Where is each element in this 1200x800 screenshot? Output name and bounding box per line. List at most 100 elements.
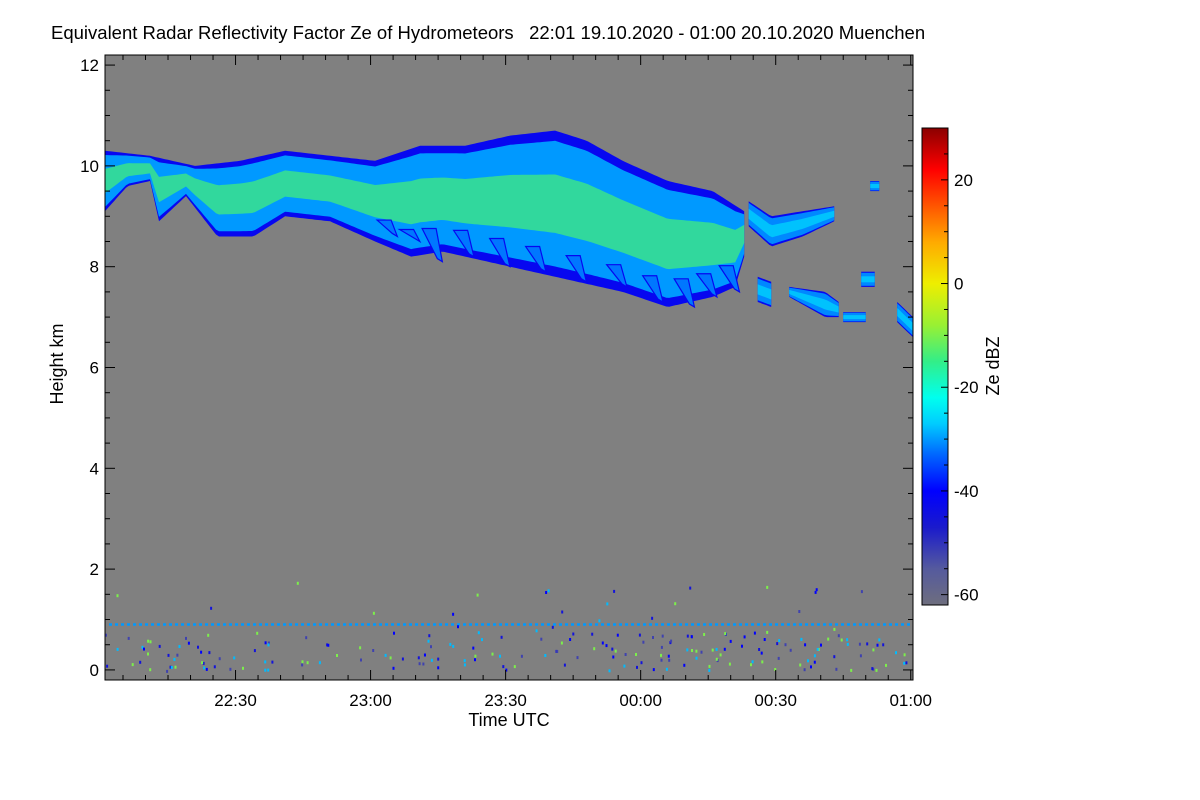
fallstreak-5 — [524, 245, 547, 273]
noise-speckle — [661, 634, 664, 638]
cloud-patch-c-core — [789, 289, 839, 313]
noise-speckle — [750, 663, 752, 667]
noise-speckle — [176, 653, 179, 657]
noise-speckle — [640, 661, 643, 665]
noise-speckle — [729, 639, 732, 643]
noise-speckle — [430, 645, 432, 649]
y-tick-label: 8 — [90, 258, 99, 277]
noise-speckle — [296, 581, 299, 585]
noise-speckle — [612, 655, 615, 659]
colorbar — [921, 127, 949, 606]
noise-speckle — [670, 639, 673, 643]
cloud-patch-g-core — [897, 308, 913, 332]
noise-speckle — [827, 637, 830, 641]
noise-speckle — [760, 651, 763, 655]
noise-speckle — [660, 653, 662, 657]
noise-speckle — [389, 656, 392, 660]
noise-speckle — [305, 636, 308, 640]
noise-speckle — [318, 661, 321, 665]
fallstreak-8 — [641, 275, 664, 304]
noise-speckle — [463, 663, 466, 667]
x-tick-label: 23:00 — [349, 691, 392, 710]
noise-speckle — [474, 658, 476, 662]
noise-speckle — [545, 591, 548, 594]
x-axis: 22:30 23:00 23:30 00:00 00:30 01:00 — [122, 55, 932, 710]
noise-speckle — [561, 610, 564, 614]
noise-speckle — [776, 642, 779, 646]
noise-speckle — [359, 646, 362, 650]
noise-speckle — [301, 660, 304, 664]
noise-speckle — [327, 643, 330, 647]
noise-speckle — [535, 629, 538, 633]
noise-speckle — [491, 652, 494, 656]
noise-speckle — [544, 654, 547, 657]
noise-speckle — [513, 665, 516, 669]
noise-speckle — [170, 666, 173, 669]
colorbar-tick-label: -60 — [954, 586, 979, 605]
cloud-layer — [105, 130, 913, 338]
noise-speckle — [173, 657, 176, 661]
noise-speckle — [766, 585, 769, 589]
noise-speckle — [741, 644, 743, 648]
noise-speckle — [601, 641, 604, 645]
noise-speckle — [205, 667, 208, 671]
y-tick-label: 12 — [80, 56, 99, 75]
noise-speckle — [858, 642, 861, 646]
noise-speckle — [638, 633, 641, 637]
noise-speckle — [840, 638, 843, 642]
noise-speckle — [660, 658, 663, 662]
noise-speckle — [686, 634, 689, 638]
noise-speckle — [695, 656, 698, 660]
noise-speckle — [611, 647, 614, 651]
noise-speckle — [547, 589, 550, 593]
noise-speckle — [169, 665, 172, 669]
cloud-patch-d-core — [843, 315, 866, 320]
noise-speckle — [174, 665, 177, 669]
noise-speckle — [149, 668, 152, 672]
noise-speckle — [147, 639, 150, 643]
noise-speckle — [233, 656, 236, 660]
noise-speckle — [608, 669, 611, 673]
noise-speckle — [667, 654, 670, 658]
noise-speckle — [158, 644, 161, 648]
noise-speckle — [652, 668, 655, 672]
noise-speckle — [815, 588, 818, 592]
noise-speckle — [743, 635, 746, 639]
noise-speckle — [203, 666, 206, 670]
noise-speckle — [576, 656, 579, 660]
noise-speckle — [850, 668, 853, 672]
y-axis-label: Height km — [47, 323, 67, 404]
colorbar-tick-label: 0 — [954, 275, 963, 294]
noise-speckle — [711, 648, 714, 652]
noise-speckle — [187, 641, 190, 645]
fallstreak-2 — [421, 227, 444, 263]
noise-speckle — [833, 655, 836, 659]
noise-speckle — [242, 666, 244, 670]
noise-speckle — [474, 654, 477, 658]
fallstreak-11 — [718, 265, 741, 294]
noise-speckle — [724, 632, 727, 636]
noise-speckle — [642, 640, 645, 644]
colorbar-label: Ze dBZ — [983, 336, 1003, 395]
noise-speckle — [449, 642, 452, 646]
noise-speckle — [306, 661, 309, 665]
cloud-patch-e-core — [861, 276, 875, 283]
fallstreak-7 — [605, 264, 628, 289]
noise-speckle — [859, 654, 862, 658]
noise-speckle — [437, 666, 440, 670]
noise-speckle — [810, 665, 812, 669]
noise-speckle — [635, 653, 637, 656]
noise-speckle — [401, 657, 404, 661]
noise-speckle — [763, 638, 766, 641]
x-tick-label: 23:30 — [484, 691, 527, 710]
colorbar-tick-label: 20 — [954, 171, 973, 190]
noise-speckle — [253, 649, 256, 653]
noise-speckle — [481, 638, 483, 642]
noise-speckle — [803, 668, 806, 672]
noise-speckle — [866, 642, 869, 646]
noise-speckle — [476, 593, 479, 597]
noise-speckle — [614, 649, 617, 653]
cloud-patch-b-core — [757, 284, 772, 300]
noise-speckle — [690, 635, 693, 639]
y-tick-label: 2 — [90, 560, 99, 579]
